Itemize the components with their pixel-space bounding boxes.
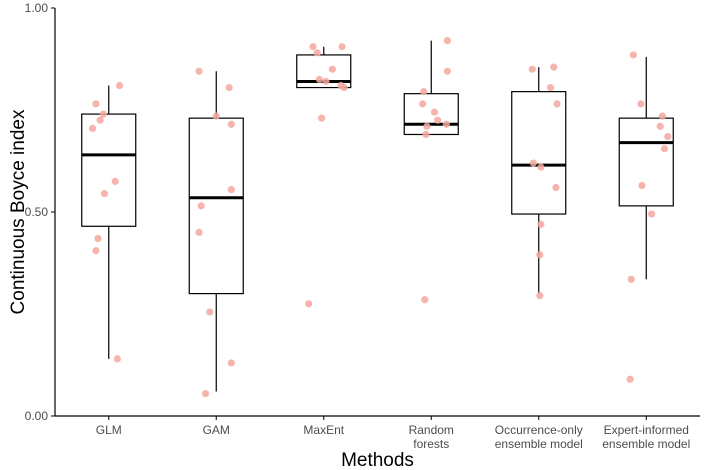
data-point (313, 49, 321, 57)
data-point (421, 296, 429, 304)
data-point (528, 65, 536, 73)
data-point (423, 122, 431, 130)
data-point (537, 220, 545, 228)
data-point (309, 43, 317, 51)
data-point (111, 177, 119, 185)
box-group (81, 40, 674, 392)
box (188, 117, 244, 295)
data-point (338, 43, 346, 51)
data-point (99, 110, 107, 118)
x-tick-label: MaxEnt (303, 423, 344, 437)
x-tick-label: Occurrence-only (495, 423, 583, 437)
x-tick-label: Expert-informed (604, 423, 689, 437)
data-point (529, 159, 537, 167)
data-point (627, 275, 635, 283)
data-point (660, 145, 669, 153)
x-tick-label: GLM (96, 423, 122, 437)
data-point (648, 210, 656, 218)
data-point (664, 132, 672, 141)
point-group (89, 37, 672, 398)
data-point (322, 77, 330, 86)
data-point (318, 114, 326, 122)
data-point (656, 122, 664, 130)
data-point (212, 112, 220, 120)
data-point (195, 67, 203, 75)
box (296, 54, 352, 89)
data-point (443, 37, 451, 45)
data-point (92, 100, 100, 108)
data-point (94, 234, 102, 243)
data-point (537, 163, 545, 171)
box (81, 113, 137, 227)
data-point (89, 124, 97, 132)
box (511, 91, 567, 215)
data-point (553, 100, 561, 108)
x-axis-title: Methods (341, 450, 414, 470)
x-tick-label: GAM (203, 423, 230, 437)
data-point (443, 67, 451, 75)
box (403, 93, 459, 136)
data-point (96, 116, 104, 124)
data-point (637, 100, 645, 108)
data-point (419, 100, 427, 108)
data-point (430, 108, 439, 116)
data-point (201, 389, 210, 398)
data-point (92, 247, 100, 255)
data-point (536, 292, 544, 300)
x-tick-label: ensemble model (602, 437, 690, 451)
data-point (227, 185, 235, 194)
data-point (552, 183, 560, 192)
y-axis-title: Continuous Boyce index (8, 109, 29, 314)
data-point (195, 228, 203, 236)
data-point (638, 181, 646, 190)
y-axis: 0.00 0.50 1.00 (25, 1, 56, 423)
y-tick-label: 1.00 (25, 1, 49, 15)
data-point (227, 120, 235, 128)
data-point (197, 202, 205, 210)
data-point (550, 63, 558, 71)
y-tick-label: 0.50 (25, 205, 49, 219)
data-point (100, 190, 109, 198)
data-point (546, 83, 555, 92)
data-point (315, 75, 324, 83)
x-tick-label: Random (409, 423, 454, 437)
data-point (305, 300, 313, 308)
y-tick-label: 0.00 (25, 409, 49, 423)
box (618, 117, 674, 207)
data-point (113, 355, 121, 363)
data-point (422, 130, 430, 139)
data-point (434, 116, 442, 124)
data-point (115, 81, 124, 90)
data-point (442, 120, 450, 128)
data-point (328, 65, 336, 73)
data-point (626, 375, 634, 383)
data-point (340, 83, 348, 92)
x-tick-label: ensemble model (495, 437, 583, 451)
data-point (536, 251, 544, 259)
data-point (206, 308, 214, 316)
data-point (629, 51, 637, 59)
x-tick-label: forests (413, 437, 449, 451)
data-point (658, 112, 666, 120)
data-point (227, 359, 235, 367)
data-point (225, 83, 233, 92)
data-point (420, 88, 428, 96)
